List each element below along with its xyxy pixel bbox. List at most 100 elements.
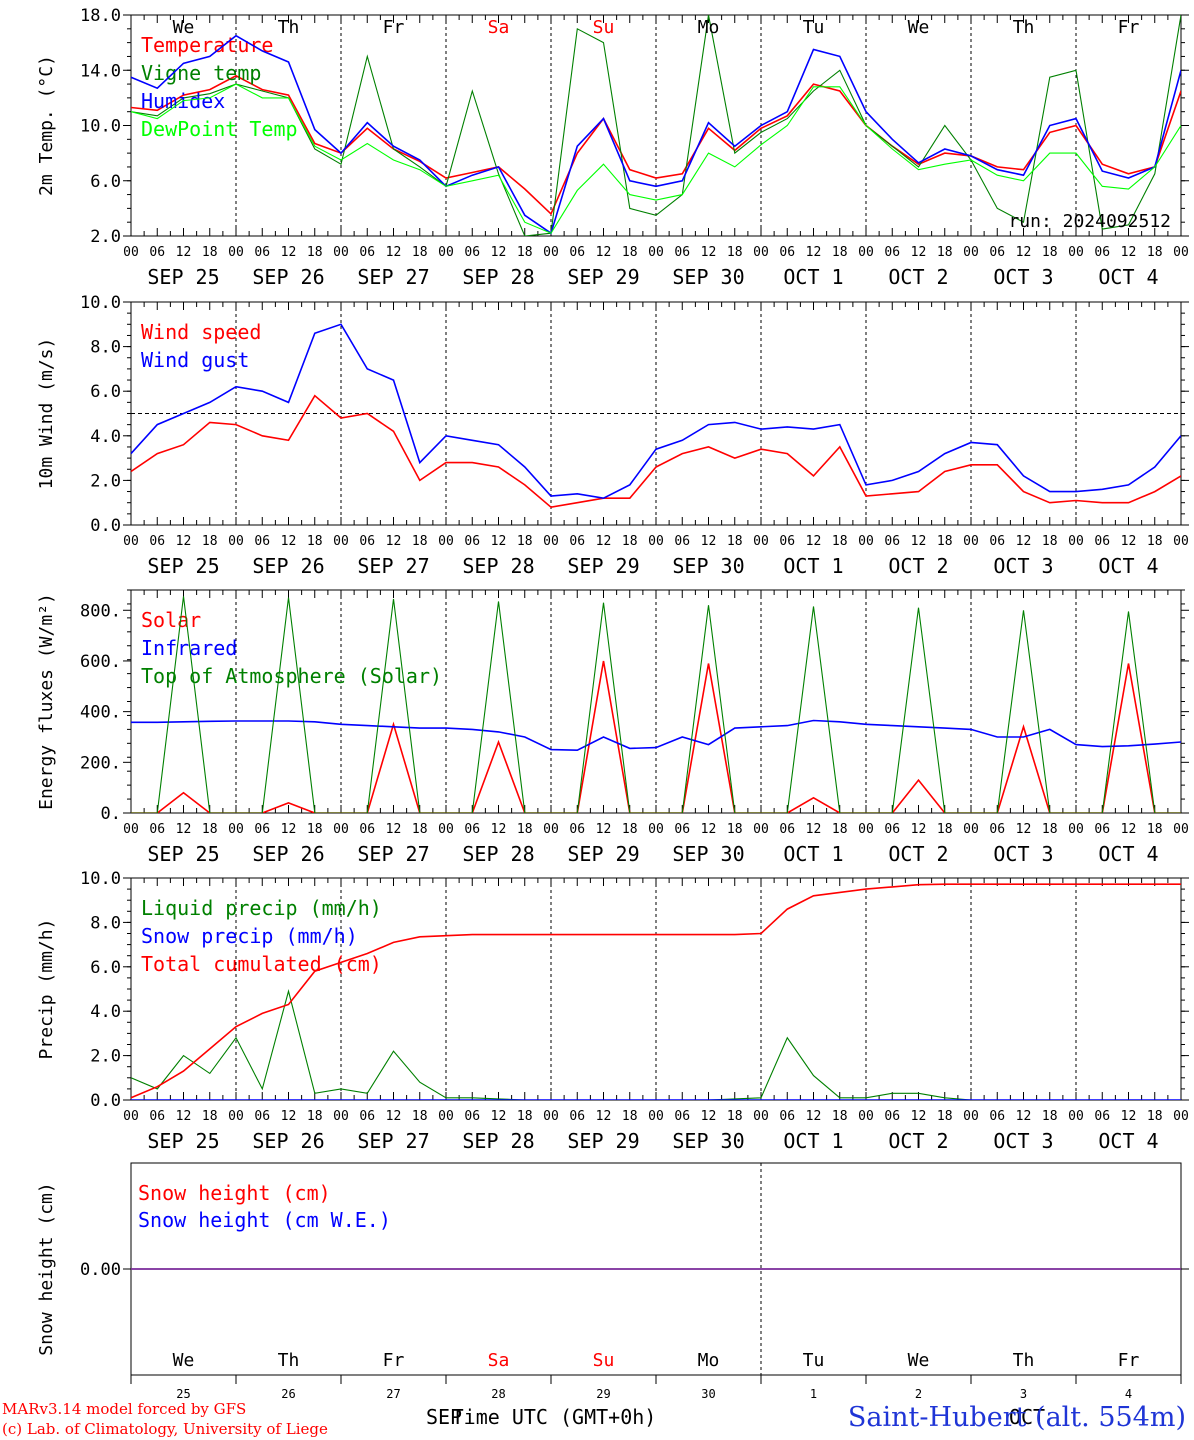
panel-1-date-label: SEP 28: [462, 265, 534, 289]
station-name: Saint-Hubert (alt. 554m): [847, 1402, 1186, 1433]
panel-2-hour-label: 18: [1042, 534, 1058, 549]
panel-2-hour-label: 12: [596, 534, 612, 549]
panel-1-hour-label: 06: [464, 245, 480, 260]
panel-2-hour-label: 12: [386, 534, 402, 549]
panel-1-hour-label: 00: [1173, 245, 1189, 260]
panel-1-date-label: SEP 26: [252, 265, 324, 289]
snow-weekday-label: Th: [278, 1350, 300, 1371]
panel-3-hour-label: 12: [911, 822, 927, 837]
panel-1-y-tick-label: 18.0: [80, 6, 121, 26]
panel-3-date-label: SEP 27: [357, 842, 429, 866]
snow-weekday-label: Fr: [383, 1350, 405, 1371]
panel-2-hour-label: 00: [648, 534, 664, 549]
panel-3-hour-label: 18: [307, 822, 323, 837]
panel-1-hour-label: 06: [359, 245, 375, 260]
panel-2-y-tick-label: 6.0: [90, 382, 121, 402]
panel-2-hour-label: 00: [123, 534, 139, 549]
panel-4-hour-label: 18: [622, 1109, 638, 1124]
panel-4-hour-label: 12: [491, 1109, 507, 1124]
panel-4-hour-label: 06: [779, 1109, 795, 1124]
panel-2-y-tick-label: 2.0: [90, 471, 121, 491]
panel-4-date-label: OCT 3: [993, 1129, 1053, 1153]
panel-3-date-label: OCT 2: [888, 842, 948, 866]
panel-3-date-label: SEP 25: [147, 842, 219, 866]
panel-3-y-tick-label: 0.: [101, 804, 121, 824]
panel-2-date-label: SEP 30: [672, 554, 744, 578]
snow-weekday-label: Fr: [1118, 1350, 1140, 1371]
panel-4-hour-label: 18: [1042, 1109, 1058, 1124]
panel-2-hour-label: 06: [359, 534, 375, 549]
panel-2-y-tick-label: 8.0: [90, 338, 121, 358]
snow-weekday-label: Mo: [698, 1350, 720, 1371]
panel-1-hour-label: 12: [176, 245, 192, 260]
panel-2-date-label: SEP 28: [462, 554, 534, 578]
panel-3-date-label: SEP 29: [567, 842, 639, 866]
panel-2-date-label: OCT 3: [993, 554, 1053, 578]
panel-3-hour-label: 18: [202, 822, 218, 837]
snow-weekday-label: We: [908, 1350, 930, 1371]
panel-1-hour-label: 00: [753, 245, 769, 260]
panel-2-series-line-1: [131, 394, 1181, 509]
panel-1-hour-label: 00: [963, 245, 979, 260]
panel-1-hour-label: 06: [569, 245, 585, 260]
panel-2-hour-label: 00: [333, 534, 349, 549]
panel-4-hour-label: 06: [149, 1109, 165, 1124]
panel-4-hour-label: 12: [701, 1109, 717, 1124]
panel-2-hour-label: 06: [989, 534, 1005, 549]
panel-4-hour-label: 00: [858, 1109, 874, 1124]
panel-2-hour-label: 18: [832, 534, 848, 549]
panel-1-weekday-label: Th: [278, 17, 300, 38]
month-start-label: SEP: [426, 1405, 462, 1429]
panel-1-weekday-label: Mo: [698, 17, 720, 38]
panel-4-hour-label: 00: [753, 1109, 769, 1124]
panel-3-hour-label: 06: [989, 822, 1005, 837]
month-end-label: OCT: [1009, 1405, 1045, 1429]
panel-3-hour-label: 18: [937, 822, 953, 837]
panel-1-hour-label: 18: [622, 245, 638, 260]
panel-4-hour-label: 18: [1147, 1109, 1163, 1124]
panel-4-hour-label: 00: [333, 1109, 349, 1124]
panel-3-hour-label: 12: [701, 822, 717, 837]
panel-4-hour-label: 00: [1173, 1109, 1189, 1124]
panel-3-hour-label: 00: [753, 822, 769, 837]
panel-4-y-tick-label: 4.0: [90, 1002, 121, 1022]
panel-1-hour-label: 18: [517, 245, 533, 260]
panel-4-date-label: OCT 2: [888, 1129, 948, 1153]
panel-2-hour-label: 06: [254, 534, 270, 549]
panel-4-date-label: OCT 1: [783, 1129, 843, 1153]
panel-2-hour-label: 00: [858, 534, 874, 549]
panel-2-y-tick-label: 0.0: [90, 516, 121, 536]
panel-1-hour-label: 00: [123, 245, 139, 260]
panel-2-hour-label: 06: [779, 534, 795, 549]
panel-4-date-label: SEP 28: [462, 1129, 534, 1153]
panel-4-date-label: SEP 29: [567, 1129, 639, 1153]
panel-2-hour-label: 18: [937, 534, 953, 549]
panel-4-legend-entry-2: Snow precip (mm/h): [141, 924, 358, 948]
panel-2-hour-label: 12: [1016, 534, 1032, 549]
panel-2-hour-label: 06: [464, 534, 480, 549]
panel-2-date-label: SEP 29: [567, 554, 639, 578]
panel-4-hour-label: 00: [228, 1109, 244, 1124]
panel-1-hour-label: 06: [1094, 245, 1110, 260]
panel-5-y-tick-label: 0.00: [80, 1260, 121, 1280]
snow-weekday-label: Sa: [488, 1350, 510, 1371]
panel-4-hour-label: 12: [1121, 1109, 1137, 1124]
panel-1-hour-label: 18: [832, 245, 848, 260]
panel-2-hour-label: 06: [1094, 534, 1110, 549]
panel-3-hour-label: 00: [333, 822, 349, 837]
panel-2-date-label: OCT 4: [1098, 554, 1158, 578]
snow-day-number: 26: [281, 1387, 295, 1401]
panel-2-series-line-2: [131, 323, 1181, 500]
panel-4-date-label: SEP 30: [672, 1129, 744, 1153]
panel-2-legend-entry-2: Wind gust: [141, 348, 249, 372]
panel-2-hour-label: 18: [412, 534, 428, 549]
panel-2-hour-label: 00: [753, 534, 769, 549]
panel-3-date-label: OCT 4: [1098, 842, 1158, 866]
snow-day-number: 4: [1125, 1387, 1132, 1401]
panel-2-hour-label: 18: [202, 534, 218, 549]
panel-1-series-line-4: [131, 83, 1181, 234]
panel-5-legend-entry-2: Snow height (cm W.E.): [138, 1208, 391, 1232]
panel-2-hour-label: 12: [806, 534, 822, 549]
panel-2-hour-label: 12: [701, 534, 717, 549]
panel-4-date-label: OCT 4: [1098, 1129, 1158, 1153]
